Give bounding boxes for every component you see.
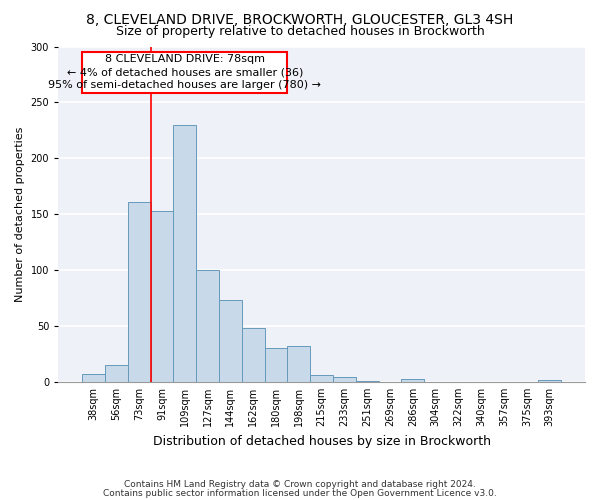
Text: 95% of semi-detached houses are larger (780) →: 95% of semi-detached houses are larger (…: [48, 80, 321, 90]
Bar: [82, 374, 105, 382]
Bar: [333, 378, 356, 382]
Text: Contains HM Land Registry data © Crown copyright and database right 2024.: Contains HM Land Registry data © Crown c…: [124, 480, 476, 489]
Text: Contains public sector information licensed under the Open Government Licence v3: Contains public sector information licen…: [103, 488, 497, 498]
Bar: [401, 378, 424, 382]
Y-axis label: Number of detached properties: Number of detached properties: [15, 126, 25, 302]
Bar: [242, 328, 265, 382]
Bar: [196, 270, 219, 382]
Bar: [82, 52, 287, 94]
Bar: [287, 346, 310, 382]
Bar: [265, 348, 287, 382]
Bar: [128, 202, 151, 382]
Text: Size of property relative to detached houses in Brockworth: Size of property relative to detached ho…: [116, 25, 484, 38]
Bar: [173, 125, 196, 382]
X-axis label: Distribution of detached houses by size in Brockworth: Distribution of detached houses by size …: [152, 434, 491, 448]
Text: 8 CLEVELAND DRIVE: 78sqm: 8 CLEVELAND DRIVE: 78sqm: [105, 54, 265, 64]
Text: 8, CLEVELAND DRIVE, BROCKWORTH, GLOUCESTER, GL3 4SH: 8, CLEVELAND DRIVE, BROCKWORTH, GLOUCEST…: [86, 12, 514, 26]
Bar: [538, 380, 561, 382]
Text: ← 4% of detached houses are smaller (36): ← 4% of detached houses are smaller (36): [67, 67, 303, 77]
Bar: [356, 381, 379, 382]
Bar: [310, 375, 333, 382]
Bar: [151, 211, 173, 382]
Bar: [105, 365, 128, 382]
Bar: [219, 300, 242, 382]
